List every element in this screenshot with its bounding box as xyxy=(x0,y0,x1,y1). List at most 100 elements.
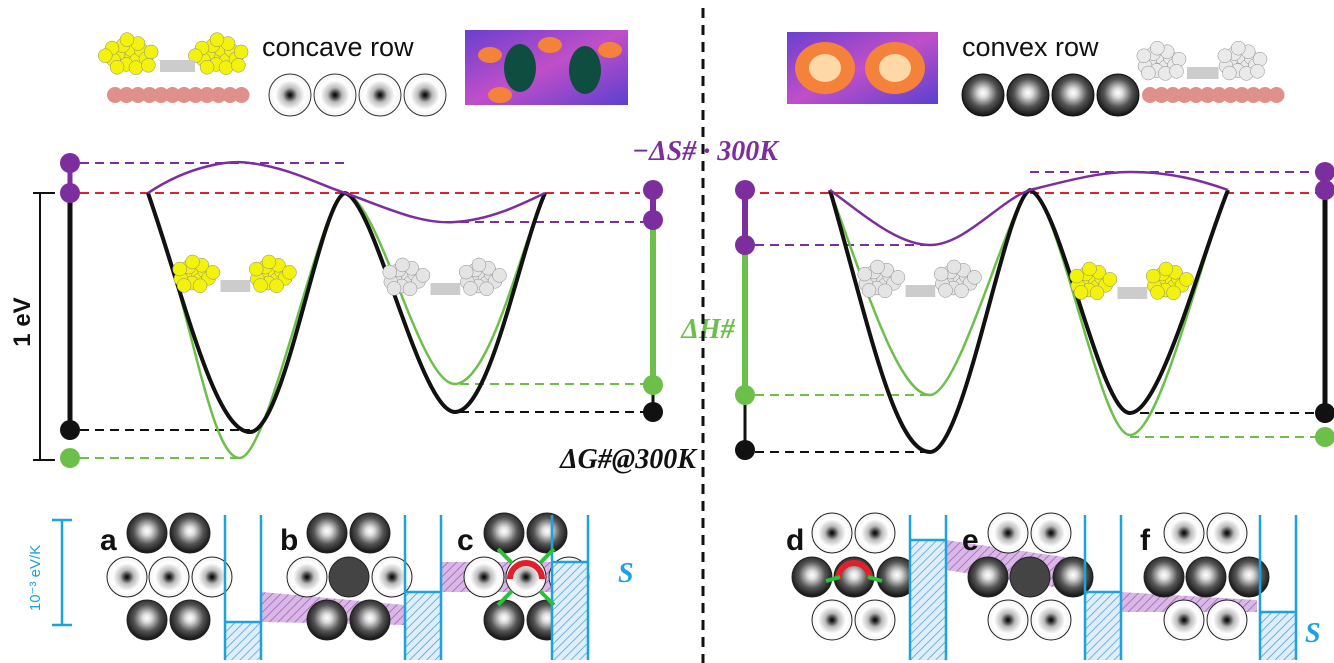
entropy-well xyxy=(910,540,946,660)
sphere xyxy=(1229,557,1269,597)
atom xyxy=(459,265,473,279)
entropy-symbol: S xyxy=(618,558,634,589)
atom xyxy=(206,265,220,279)
atom xyxy=(878,284,892,298)
level-dot xyxy=(735,180,755,200)
stm-feature xyxy=(879,54,911,82)
atom xyxy=(110,60,124,74)
atom xyxy=(870,260,884,274)
sphere xyxy=(1186,557,1226,597)
atom xyxy=(234,45,248,59)
level-dot xyxy=(643,210,663,230)
sphere xyxy=(127,600,167,640)
atom xyxy=(1103,272,1117,286)
atom xyxy=(129,61,143,75)
atom xyxy=(254,278,268,292)
level-dot xyxy=(735,385,755,405)
convex-label: convex row xyxy=(962,32,1099,62)
level-dot xyxy=(60,153,80,173)
sphere xyxy=(988,513,1028,553)
atom xyxy=(891,270,905,284)
sphere xyxy=(1031,600,1071,640)
enthalpy-label: ΔH# xyxy=(680,314,735,345)
atom xyxy=(947,260,961,274)
entropy-symbol: S xyxy=(1305,618,1321,649)
sphere xyxy=(484,513,524,553)
sphere xyxy=(792,557,832,597)
sphere xyxy=(170,600,210,640)
atom xyxy=(939,283,953,297)
energy-curve xyxy=(830,190,1228,452)
atom xyxy=(219,61,233,75)
stm-feature xyxy=(538,37,562,53)
level-dot xyxy=(1315,180,1334,200)
level-dot xyxy=(1315,403,1334,423)
stm-feature xyxy=(809,54,841,82)
sphere xyxy=(170,513,210,553)
atom xyxy=(1151,285,1165,299)
atom xyxy=(1070,269,1084,283)
atom xyxy=(1146,269,1160,283)
figure: concave row convex row −ΔS# · 300K ΔH# Δ… xyxy=(0,0,1334,663)
sphere xyxy=(1010,557,1050,597)
panel-label: c xyxy=(457,524,474,557)
atom xyxy=(120,33,134,47)
atom xyxy=(403,282,417,296)
atom xyxy=(1082,262,1096,276)
atom xyxy=(1253,52,1267,66)
entropy-well xyxy=(552,562,588,660)
atom xyxy=(416,268,430,282)
atom xyxy=(1090,286,1104,300)
sphere xyxy=(962,74,1004,116)
substrate-atom xyxy=(234,87,250,103)
stm-feature xyxy=(569,46,601,94)
sphere xyxy=(464,557,504,597)
atom xyxy=(210,33,224,47)
level-dot xyxy=(60,420,80,440)
panel-label: f xyxy=(1140,524,1151,557)
atom xyxy=(1231,41,1245,55)
level-dot xyxy=(1315,162,1334,182)
atom xyxy=(383,265,397,279)
sphere xyxy=(812,513,852,553)
level-dot xyxy=(643,375,663,395)
panel-label: d xyxy=(786,524,804,557)
atom xyxy=(967,270,981,284)
atom xyxy=(200,60,214,74)
atom xyxy=(1218,49,1232,63)
sphere xyxy=(1144,557,1184,597)
entropy-scale-label: 10⁻³ eV/K xyxy=(27,545,44,611)
atom xyxy=(1074,285,1088,299)
atom xyxy=(472,258,486,272)
atom xyxy=(858,267,872,281)
atom xyxy=(270,279,284,293)
sphere xyxy=(1052,74,1094,116)
level-dot xyxy=(60,183,80,203)
atom xyxy=(1170,64,1184,78)
sphere xyxy=(307,513,347,553)
sphere xyxy=(527,513,567,553)
linker xyxy=(221,280,251,292)
free-energy-label: ΔG#@300K xyxy=(559,444,698,475)
sphere xyxy=(404,74,446,116)
sphere xyxy=(149,557,189,597)
stm-feature xyxy=(478,47,502,63)
sphere xyxy=(968,557,1008,597)
energy-curve xyxy=(830,172,1228,245)
atom xyxy=(282,265,296,279)
atom xyxy=(1150,41,1164,55)
entropy-well xyxy=(405,592,441,660)
atom xyxy=(862,283,876,297)
atom xyxy=(98,49,112,63)
atom xyxy=(480,282,494,296)
sphere xyxy=(269,74,311,116)
atom xyxy=(262,255,276,269)
sphere xyxy=(107,557,147,597)
sphere xyxy=(1097,74,1139,116)
linker xyxy=(1118,287,1148,299)
level-dot xyxy=(60,448,80,468)
atom xyxy=(144,45,158,59)
atom xyxy=(387,281,401,295)
atom xyxy=(395,258,409,272)
atom xyxy=(177,278,191,292)
